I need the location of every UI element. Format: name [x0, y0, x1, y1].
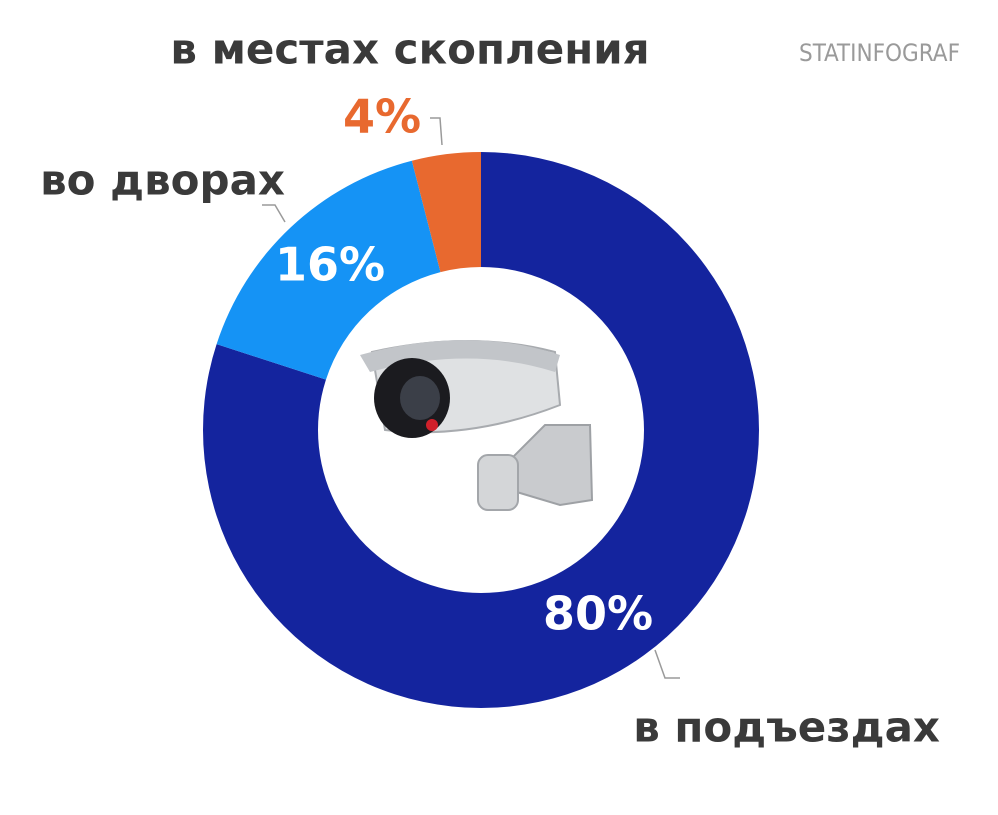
value-label: 4% [343, 90, 421, 144]
watermark: STATINFOGRAF [799, 39, 960, 67]
donut-slice [216, 160, 441, 380]
camera-hood [360, 340, 560, 372]
donut-slice [411, 152, 481, 273]
camera-lens [400, 376, 440, 420]
camera-led [426, 419, 438, 431]
category-label: в местах скопления [170, 25, 649, 74]
camera-illustration [360, 340, 594, 511]
camera-mount [477, 454, 519, 511]
donut-slice [203, 152, 759, 709]
value-label: 80% [543, 587, 653, 641]
leader-line [430, 117, 443, 146]
category-label: во дворах [40, 156, 285, 205]
category-label: в подъездах [633, 703, 940, 752]
leader-line [654, 649, 680, 679]
donut [203, 152, 759, 709]
leader-line [262, 204, 286, 223]
value-label: 16% [275, 238, 385, 292]
